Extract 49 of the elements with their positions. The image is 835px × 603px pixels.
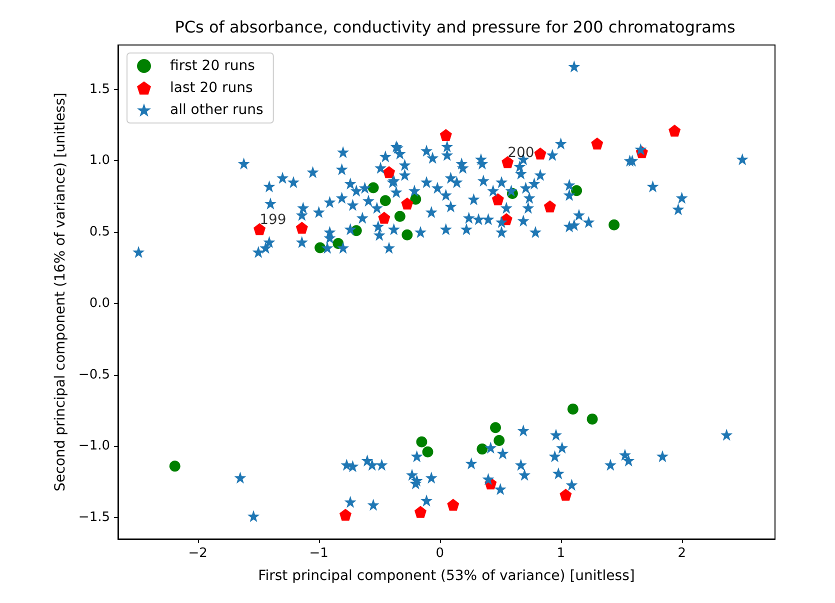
point — [492, 193, 504, 206]
point — [254, 223, 266, 236]
x-tick-label: −2 — [188, 546, 208, 561]
y-tick-label: 1.0 — [89, 153, 110, 168]
point — [440, 128, 452, 141]
point — [494, 434, 505, 446]
x-axis-title: First principal component (53% of variance) [unitless] — [258, 568, 635, 584]
point — [380, 195, 391, 206]
y-tick-label: −1.0 — [78, 438, 110, 454]
point — [414, 506, 426, 518]
point — [560, 488, 572, 501]
y-tick-label: 1.5 — [89, 82, 110, 97]
x-tick-label: 0 — [436, 546, 444, 561]
point — [668, 124, 681, 137]
point — [339, 508, 352, 521]
point — [447, 498, 460, 511]
point — [534, 148, 546, 160]
point — [383, 166, 396, 178]
point — [586, 414, 598, 425]
point — [502, 156, 514, 168]
annotation: 200 — [508, 145, 534, 162]
legend-label: all other runs — [170, 102, 264, 118]
y-axis-title: Second principal component (16% of variance) [unitless] — [52, 92, 69, 492]
point — [476, 444, 488, 455]
point — [378, 212, 390, 224]
point — [422, 446, 434, 458]
x-tick-label: 2 — [678, 546, 686, 561]
point — [402, 229, 413, 240]
point — [544, 200, 556, 212]
legend-label: first 20 runs — [170, 58, 255, 74]
annotation: 199 — [260, 212, 286, 228]
point — [490, 422, 502, 434]
point — [567, 404, 578, 415]
y-tick-label: −1.5 — [78, 510, 110, 526]
point — [591, 138, 604, 150]
y-tick-label: 0.5 — [89, 224, 110, 240]
point — [296, 222, 308, 234]
point — [608, 219, 620, 230]
point — [401, 197, 414, 210]
y-tick-label: −0.5 — [78, 367, 110, 382]
point — [394, 210, 406, 222]
point — [571, 185, 582, 196]
x-tick-label: 1 — [556, 546, 565, 561]
y-tick-label: 0.0 — [89, 296, 110, 311]
point — [416, 436, 428, 448]
chart-title: PCs of absorbance, conductivity and pressure for 200 chromatograms — [174, 18, 736, 36]
point — [169, 460, 180, 472]
legend-label: last 20 runs — [170, 80, 253, 96]
x-tick-label: −1 — [309, 546, 328, 561]
